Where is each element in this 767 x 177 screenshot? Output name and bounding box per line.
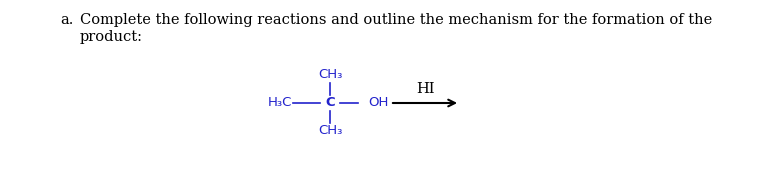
Text: product:: product: [80, 30, 143, 44]
Text: a.: a. [60, 13, 74, 27]
Text: Complete the following reactions and outline the mechanism for the formation of : Complete the following reactions and out… [80, 13, 713, 27]
Text: HI: HI [416, 82, 434, 96]
Text: CH₃: CH₃ [318, 68, 342, 81]
Text: H₃C: H₃C [268, 96, 292, 110]
Text: C: C [325, 96, 335, 110]
Text: OH: OH [368, 96, 388, 110]
Text: CH₃: CH₃ [318, 124, 342, 138]
